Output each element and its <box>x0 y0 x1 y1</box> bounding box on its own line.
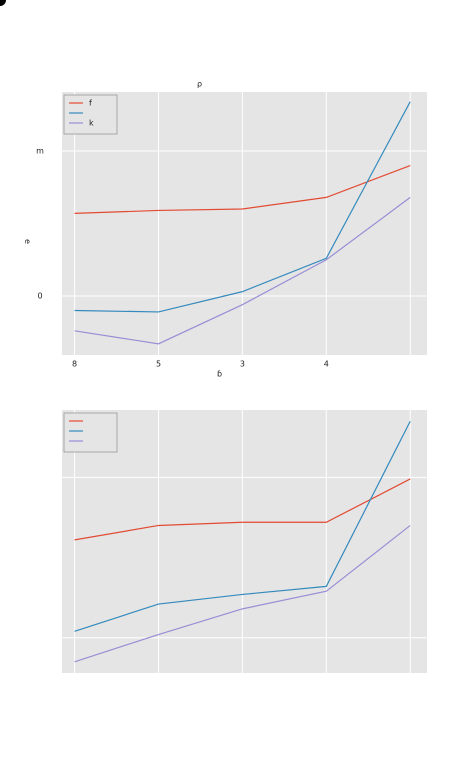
x-tick-label: 4 <box>324 360 329 369</box>
x-tick-label: 5 <box>156 360 161 369</box>
legend-box <box>63 412 118 453</box>
y-tick-label: 0 <box>37 291 42 300</box>
line-series <box>74 101 411 313</box>
y-tick-label: m <box>36 147 44 156</box>
line-series <box>74 164 411 214</box>
legend-label: k <box>89 119 94 128</box>
y-axis-label: ə <box>23 239 32 244</box>
line-series <box>74 196 411 345</box>
corner-dot <box>0 0 6 6</box>
plot-area <box>62 410 427 673</box>
legend-box <box>63 94 118 135</box>
legend-label: f <box>89 99 92 108</box>
line-series <box>74 524 411 663</box>
line-series <box>74 420 411 632</box>
x-tick-label: 3 <box>240 360 245 369</box>
x-tick-label: 8 <box>72 360 77 369</box>
chart-title: ρ <box>197 80 202 89</box>
x-axis-label: ɓ <box>217 370 222 379</box>
line-series <box>74 478 411 541</box>
